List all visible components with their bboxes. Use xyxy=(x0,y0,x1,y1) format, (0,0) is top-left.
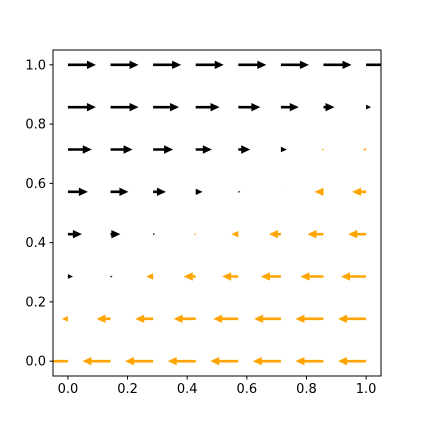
arrow xyxy=(341,272,367,281)
arrow xyxy=(110,145,133,154)
y-tick-label: 0.4 xyxy=(25,236,46,251)
arrow xyxy=(366,104,372,110)
arrow xyxy=(352,187,367,197)
y-tick-label: 0.8 xyxy=(25,118,46,133)
x-tick-label: 0.2 xyxy=(117,382,138,397)
x-tick-label: 0.6 xyxy=(236,382,257,397)
arrow xyxy=(195,102,220,112)
arrow xyxy=(295,356,324,366)
arrow xyxy=(67,274,73,279)
arrow xyxy=(67,102,96,112)
arrow xyxy=(321,148,324,151)
arrow xyxy=(125,356,154,366)
x-tick-label: 0.8 xyxy=(296,382,317,397)
arrow xyxy=(146,273,154,280)
arrow xyxy=(183,272,196,281)
arrow xyxy=(153,145,174,154)
arrow xyxy=(295,314,324,324)
arrow xyxy=(280,60,309,70)
arrow xyxy=(153,60,182,70)
arrow xyxy=(366,63,381,67)
arrow xyxy=(110,102,139,112)
y-tick-label: 0.0 xyxy=(25,355,46,370)
arrow xyxy=(280,102,299,112)
arrow xyxy=(238,145,251,154)
arrow xyxy=(280,191,281,193)
y-tick-label: 0.2 xyxy=(25,295,46,310)
arrow xyxy=(153,187,166,197)
arrow xyxy=(280,146,287,153)
arrow xyxy=(110,60,139,70)
arrow xyxy=(195,145,212,154)
arrow xyxy=(195,60,224,70)
arrow xyxy=(67,229,82,239)
arrow xyxy=(348,229,367,239)
arrow xyxy=(195,188,203,196)
y-tick-label: 1.0 xyxy=(25,58,46,73)
arrow xyxy=(210,356,239,366)
arrow xyxy=(268,229,281,239)
arrow xyxy=(300,272,324,281)
arrow xyxy=(231,230,239,238)
arrow xyxy=(260,272,281,281)
arrow xyxy=(96,314,111,324)
arrow xyxy=(323,102,335,112)
arrow xyxy=(153,102,180,112)
arrow xyxy=(61,316,68,322)
arrow xyxy=(338,314,367,324)
arrow xyxy=(53,359,68,363)
x-tick-label: 1.0 xyxy=(356,382,377,397)
arrow xyxy=(110,187,129,197)
arrow xyxy=(363,148,367,151)
arrow xyxy=(110,275,113,278)
arrow xyxy=(238,60,267,70)
arrow xyxy=(338,356,367,366)
x-tick-label: 0.0 xyxy=(58,382,79,397)
plot-area xyxy=(53,60,381,366)
y-tick-label: 0.6 xyxy=(25,177,46,192)
arrow xyxy=(252,356,281,366)
arrow xyxy=(110,229,121,239)
arrow xyxy=(67,60,96,70)
arrow xyxy=(173,314,196,324)
arrow xyxy=(67,145,92,154)
arrow xyxy=(222,272,239,281)
arrow xyxy=(314,187,324,197)
arrow xyxy=(213,314,239,324)
arrow xyxy=(153,233,156,236)
arrow xyxy=(67,187,88,197)
arrow xyxy=(135,314,154,324)
arrow xyxy=(167,356,196,366)
x-tick-label: 0.4 xyxy=(177,382,198,397)
arrow xyxy=(307,229,324,239)
arrow xyxy=(193,233,196,236)
arrow xyxy=(254,314,281,324)
arrow xyxy=(323,60,352,70)
arrow xyxy=(82,356,111,366)
arrow xyxy=(238,102,261,112)
arrow xyxy=(238,190,241,193)
axes-frame xyxy=(52,49,382,377)
